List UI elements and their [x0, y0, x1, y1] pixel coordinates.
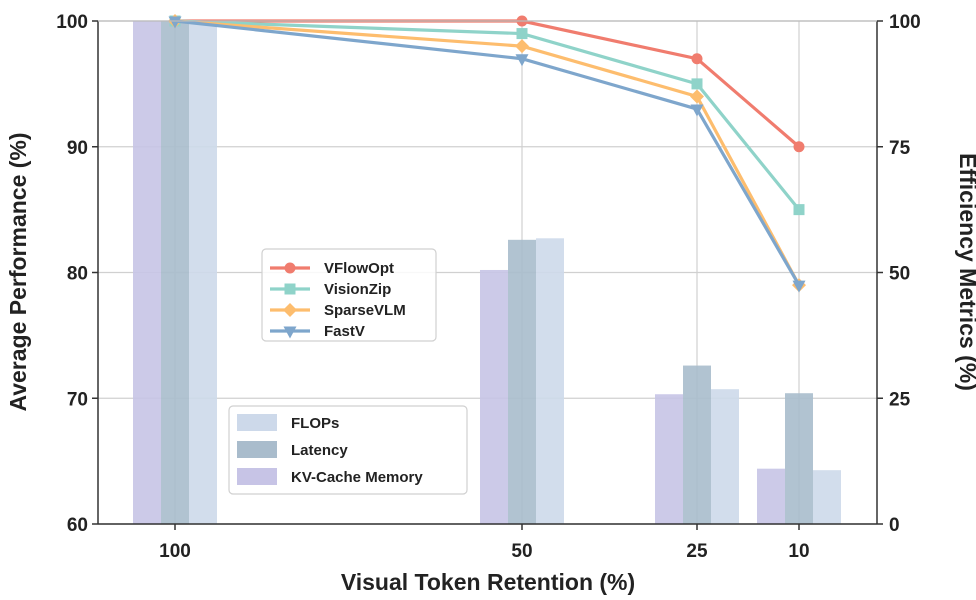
- bar-kv-cache-memory-100: [133, 21, 161, 524]
- y-right-tick-label: 50: [889, 264, 910, 285]
- legend-label-latency: Latency: [291, 442, 348, 459]
- legend-swatch-flops: [237, 414, 277, 431]
- line-visionzip: [174, 19, 801, 211]
- point-fastv-100: [168, 16, 182, 29]
- point-vflowopt-10: [793, 141, 805, 153]
- bar-flops-100: [189, 21, 217, 524]
- line-legend-frame: [261, 248, 437, 342]
- bar-flops-25: [711, 389, 739, 524]
- legend-marker-visionzip: [284, 283, 296, 295]
- y-right-tick-label: 25: [889, 389, 911, 410]
- x-tick-label: 10: [788, 541, 809, 562]
- x-tick-label: 100: [159, 541, 191, 562]
- legend-label-kv-cache-memory: KV-Cache Memory: [291, 469, 423, 486]
- point-sparsevlm-25: [690, 89, 704, 104]
- point-visionzip-10: [793, 204, 805, 216]
- bar-legend-frame: [228, 405, 468, 495]
- legend-label-vflowopt: VFlowOpt: [324, 260, 394, 277]
- y-axis-right-title: Efficiency Metrics (%): [955, 153, 976, 391]
- y-right-tick-label: 0: [889, 515, 900, 536]
- y-left-tick-label: 80: [67, 264, 88, 285]
- legend-swatch-kv-cache-memory: [237, 468, 277, 485]
- bar-latency-50: [508, 239, 536, 524]
- y-right-tick-label: 100: [889, 12, 921, 33]
- legend-marker-vflowopt: [284, 262, 296, 274]
- legend-label-flops: FLOPs: [291, 415, 339, 432]
- y-left-tick-label: 60: [67, 515, 88, 536]
- bar-kv-cache-memory-25: [655, 394, 683, 524]
- line-vflowopt: [175, 19, 801, 148]
- bar-flops-50: [536, 238, 564, 524]
- line-sparsevlm: [174, 19, 801, 286]
- point-fastv-10: [792, 280, 806, 293]
- x-tick-label: 50: [511, 541, 532, 562]
- legend-label-visionzip: VisionZip: [324, 281, 391, 298]
- y-left-tick-label: 100: [56, 12, 88, 33]
- point-fastv-25: [690, 104, 704, 117]
- legend-label-sparsevlm: SparseVLM: [324, 302, 406, 319]
- y-axis-left-title: Average Performance (%): [5, 132, 31, 411]
- legend-swatch-latency: [237, 441, 277, 458]
- y-right-tick-label: 75: [889, 138, 911, 159]
- bar-legend: FLOPs Latency KV-Cache Memory: [228, 405, 468, 495]
- point-vflowopt-25: [691, 53, 703, 65]
- y-left-tick-label: 90: [67, 138, 88, 159]
- y-left-tick-label: 70: [67, 389, 88, 410]
- bars: [133, 21, 841, 524]
- legend-marker-fastv: [283, 326, 297, 339]
- legend-label-fastv: FastV: [324, 323, 365, 340]
- line-fastv: [174, 19, 801, 286]
- point-visionzip-25: [691, 78, 703, 90]
- point-sparsevlm-50: [515, 39, 529, 54]
- ticks: 60 70 80 90 100 0 25 50 75 100 100 50 25 10: [56, 12, 920, 562]
- point-fastv-50: [515, 54, 529, 67]
- x-tick-label: 25: [686, 541, 708, 562]
- bar-latency-25: [683, 365, 711, 524]
- legend-marker-sparsevlm: [283, 303, 297, 317]
- bar-latency-10: [785, 393, 813, 524]
- bar-kv-cache-memory-10: [757, 468, 785, 524]
- line-legend: VFlowOpt VisionZip SparseVLM FastV: [261, 248, 437, 342]
- bar-latency-100: [161, 21, 189, 524]
- point-visionzip-50: [516, 28, 528, 40]
- x-axis-title: Visual Token Retention (%): [341, 569, 635, 595]
- bar-kv-cache-memory-50: [480, 269, 508, 524]
- bar-flops-10: [813, 470, 841, 524]
